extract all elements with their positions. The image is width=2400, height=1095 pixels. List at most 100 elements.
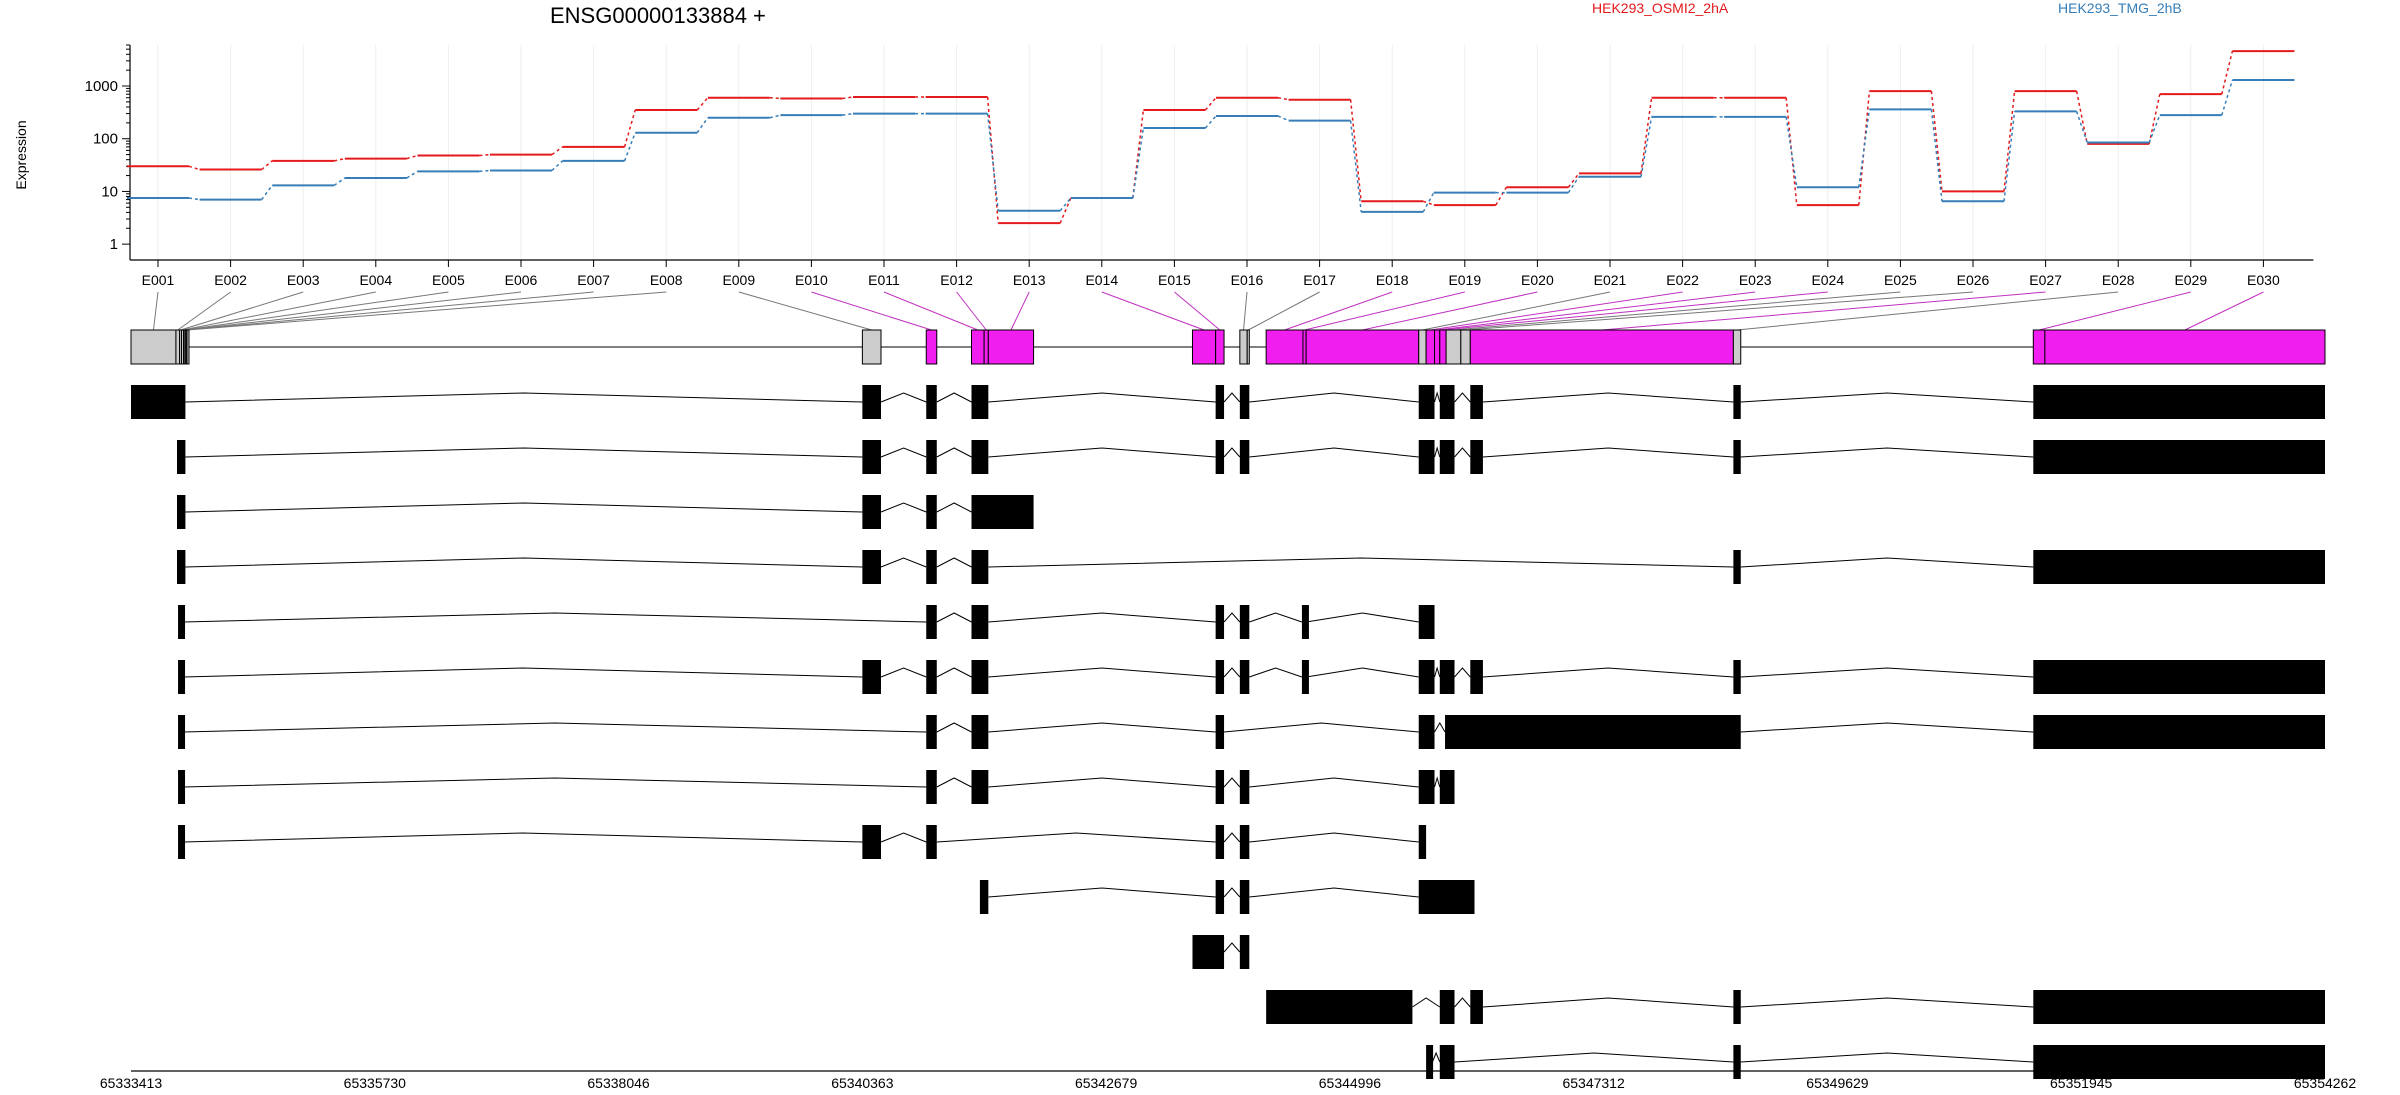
transcript-exon bbox=[176, 495, 186, 529]
series-1-connector bbox=[696, 117, 709, 134]
intron bbox=[1306, 612, 1419, 623]
intron bbox=[1249, 447, 1419, 458]
series-0 bbox=[127, 50, 2295, 225]
transcript-exon bbox=[862, 550, 881, 584]
intron bbox=[936, 777, 972, 788]
transcript-exon bbox=[1470, 660, 1483, 694]
intron bbox=[936, 502, 972, 513]
transcript-exon bbox=[1418, 440, 1435, 474]
transcript-exon bbox=[1239, 880, 1250, 914]
intron bbox=[1223, 777, 1241, 788]
intron bbox=[1223, 887, 1241, 898]
intron bbox=[988, 777, 1216, 788]
exon-label-E024: E024 bbox=[1811, 272, 1844, 288]
transcript-exon bbox=[971, 495, 1034, 529]
intron bbox=[936, 392, 972, 403]
exon-label-E011: E011 bbox=[868, 272, 900, 288]
intron bbox=[988, 887, 1216, 898]
connector-E030 bbox=[2184, 291, 2264, 331]
transcript-exon bbox=[1215, 825, 1225, 859]
exon-label-E008: E008 bbox=[650, 272, 683, 288]
transcript-1 bbox=[131, 385, 2325, 419]
transcript-exon bbox=[1418, 715, 1435, 749]
intron bbox=[1434, 666, 1441, 678]
connector-E008 bbox=[187, 291, 667, 331]
exon-label-E010: E010 bbox=[795, 272, 828, 288]
series-0-connector bbox=[842, 96, 854, 100]
intron bbox=[988, 392, 1216, 403]
connector-E010 bbox=[811, 291, 932, 331]
series-1-connector bbox=[1059, 197, 1072, 212]
transcript-exon bbox=[1733, 1045, 1741, 1079]
series-0-connector bbox=[406, 154, 418, 160]
connector-E015 bbox=[1174, 291, 1221, 331]
exon-bin-E001 bbox=[130, 329, 177, 365]
intron bbox=[1249, 392, 1419, 403]
series-0-connector bbox=[1785, 97, 1798, 206]
connector-E026 bbox=[1465, 291, 1974, 331]
series-1 bbox=[127, 79, 2295, 213]
transcript-exon bbox=[862, 385, 881, 419]
series-1-connector bbox=[479, 169, 491, 173]
transcript-exon bbox=[178, 825, 186, 859]
transcript-exon bbox=[926, 825, 937, 859]
connector-E025 bbox=[1453, 291, 1901, 331]
series-1-connector bbox=[623, 132, 636, 162]
series-0-connector bbox=[188, 165, 200, 171]
exon-label-E007: E007 bbox=[577, 272, 610, 288]
transcript-exon bbox=[926, 660, 937, 694]
intron bbox=[936, 667, 972, 678]
series-0-connector bbox=[1059, 197, 1072, 224]
exon-label-E025: E025 bbox=[1884, 272, 1917, 288]
intron bbox=[1454, 447, 1471, 458]
series-1-connector bbox=[333, 177, 346, 187]
connector-E006 bbox=[185, 291, 522, 331]
y-tick-label: 100 bbox=[93, 131, 118, 148]
exon-bin-E017 bbox=[1246, 329, 1250, 365]
transcript-exon bbox=[1439, 660, 1455, 694]
exon-bin-E011 bbox=[970, 329, 985, 365]
exon-bin-E015 bbox=[1215, 329, 1225, 365]
series-0-connector bbox=[479, 153, 491, 157]
transcript-exon bbox=[1733, 990, 1741, 1024]
series-1-connector bbox=[188, 197, 200, 201]
transcript-exon bbox=[926, 715, 937, 749]
intron bbox=[1431, 1051, 1441, 1063]
series-1-connector bbox=[1567, 176, 1580, 194]
transcript-exon bbox=[862, 440, 881, 474]
transcript-exon bbox=[131, 385, 186, 419]
intron bbox=[183, 777, 927, 788]
transcript-10 bbox=[979, 880, 1475, 914]
intron bbox=[1482, 447, 1734, 458]
exon-bin-E014 bbox=[1191, 329, 1217, 365]
exon-label-E028: E028 bbox=[2102, 272, 2135, 288]
series-0-connector bbox=[769, 96, 781, 100]
series-1-connector bbox=[551, 160, 564, 172]
intron bbox=[1249, 667, 1303, 678]
series-0-connector bbox=[1640, 97, 1653, 174]
legend-entry-tmg: HEK293_TMG_2hB bbox=[2058, 0, 2182, 16]
transcript-6 bbox=[178, 660, 2325, 694]
connector-E012 bbox=[956, 291, 987, 331]
intron bbox=[988, 447, 1216, 458]
connector-E017 bbox=[1248, 291, 1320, 331]
transcript-exon bbox=[1301, 605, 1309, 639]
transcript-exon bbox=[1239, 440, 1250, 474]
exon-bin-E020 bbox=[1305, 329, 1420, 365]
transcript-exon bbox=[1439, 385, 1455, 419]
intron bbox=[936, 557, 972, 568]
connector-E001 bbox=[152, 291, 159, 331]
transcript-exon bbox=[1192, 935, 1225, 969]
series-1-connector bbox=[1204, 115, 1217, 129]
intron bbox=[1223, 612, 1241, 623]
exon-bin-E021 bbox=[1418, 329, 1427, 365]
gridlines bbox=[157, 45, 2264, 260]
transcript-exon bbox=[1426, 1045, 1434, 1079]
intron bbox=[185, 447, 863, 458]
transcript-exon bbox=[2033, 385, 2325, 419]
intron bbox=[183, 667, 863, 678]
genome-tick-label: 65338046 bbox=[587, 1075, 650, 1090]
y-axis: 1 10 100 1000 bbox=[85, 44, 131, 260]
transcript-exon bbox=[862, 495, 881, 529]
